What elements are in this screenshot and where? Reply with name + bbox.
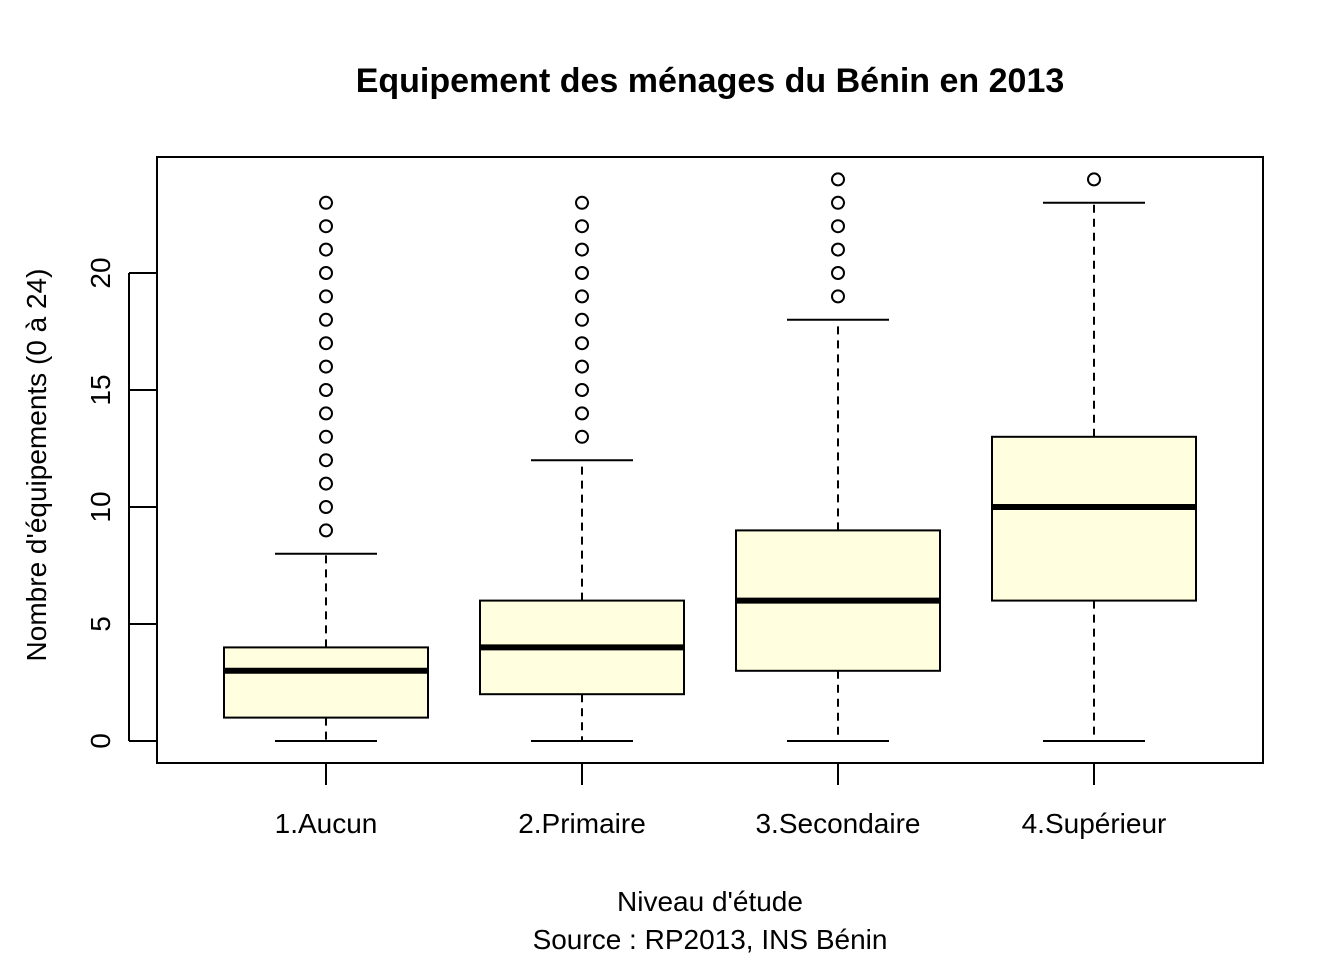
- outlier-point: [319, 429, 333, 444]
- outlier-point: [575, 359, 589, 374]
- y-tick-label: 20: [85, 257, 116, 288]
- box-group-3: [735, 172, 941, 742]
- outlier-point: [575, 406, 589, 421]
- outlier-point: [319, 476, 333, 491]
- iqr-box: [223, 646, 429, 719]
- outlier-point: [319, 453, 333, 468]
- outlier-point: [1087, 172, 1101, 187]
- outlier-point: [831, 289, 845, 304]
- outlier-point: [575, 266, 589, 280]
- outlier-point: [319, 383, 333, 397]
- box-group-2: [479, 195, 685, 742]
- outlier-point: [831, 266, 845, 280]
- outlier-point: [831, 242, 845, 257]
- outlier-point: [319, 219, 333, 234]
- box-group-1: [223, 195, 429, 742]
- outlier-point: [575, 312, 589, 327]
- outlier-point: [319, 336, 333, 351]
- boxes-layer: [223, 172, 1197, 742]
- y-tick-label: 15: [85, 374, 116, 405]
- y-tick-label: 5: [85, 616, 116, 632]
- outlier-point: [575, 242, 589, 257]
- outlier-point: [831, 219, 845, 234]
- outlier-point: [319, 195, 333, 210]
- y-tick-label: 10: [85, 491, 116, 522]
- outlier-point: [575, 336, 589, 351]
- outlier-point: [319, 406, 333, 421]
- y-axis-label: Nombre d'équipements (0 à 24): [21, 269, 52, 662]
- y-axis: 0 5 10 15 20: [85, 257, 157, 749]
- outlier-point: [319, 359, 333, 374]
- chart-title: Equipement des ménages du Bénin en 2013: [356, 62, 1065, 100]
- y-tick-label: 0: [85, 733, 116, 749]
- x-tick-label: 3.Secondaire: [755, 808, 920, 839]
- outlier-point: [319, 312, 333, 327]
- outlier-point: [575, 195, 589, 210]
- outlier-point: [319, 523, 333, 538]
- x-axis: 1.Aucun 2.Primaire 3.Secondaire 4.Supérieur: [275, 762, 1167, 839]
- outlier-point: [319, 500, 333, 514]
- iqr-box: [991, 435, 1197, 602]
- outlier-point: [575, 429, 589, 444]
- outlier-point: [575, 289, 589, 304]
- outlier-point: [319, 266, 333, 280]
- outlier-point: [319, 242, 333, 257]
- outlier-point: [575, 383, 589, 397]
- source-caption: Source : RP2013, INS Bénin: [533, 924, 888, 955]
- x-tick-label: 1.Aucun: [275, 808, 378, 839]
- outlier-point: [575, 219, 589, 234]
- outlier-point: [831, 195, 845, 210]
- outlier-point: [831, 172, 845, 187]
- x-axis-label: Niveau d'étude: [617, 886, 803, 917]
- x-tick-label: 2.Primaire: [518, 808, 646, 839]
- box-group-4: [991, 172, 1197, 742]
- outlier-point: [319, 289, 333, 304]
- x-tick-label: 4.Supérieur: [1022, 808, 1167, 839]
